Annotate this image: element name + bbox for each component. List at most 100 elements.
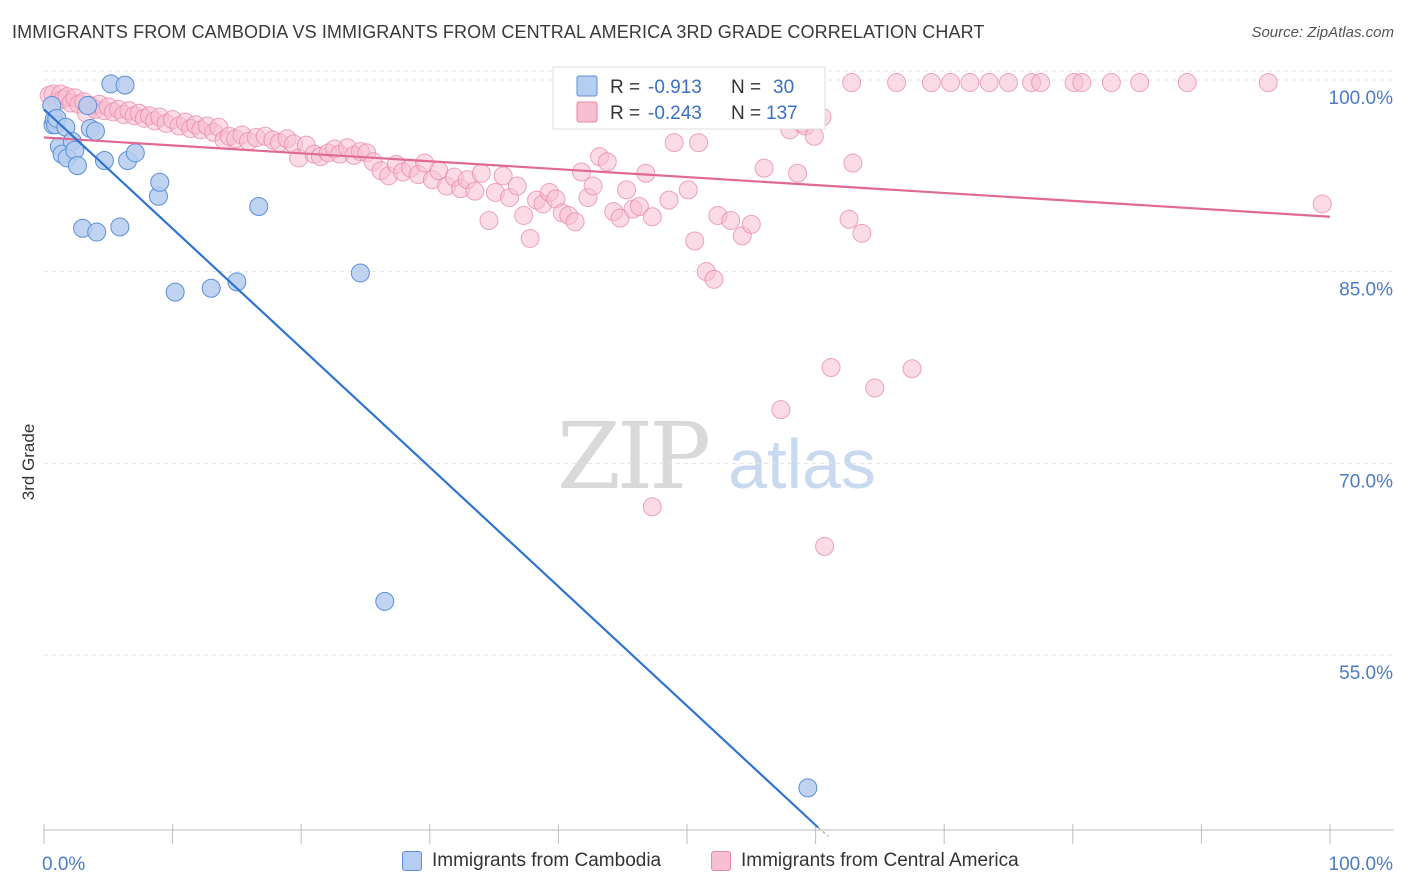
point-central-america-121 [821, 358, 841, 377]
y-tick-label-2: 70.0% [1339, 471, 1393, 492]
x-tick-label-1: 100.0% [1329, 854, 1394, 875]
point-central-america-112 [741, 214, 761, 234]
point-central-america-106 [689, 133, 709, 153]
legend-n-label-central-america: N = [731, 103, 766, 124]
point-central-america-108 [704, 269, 724, 289]
point-cambodia-11 [67, 156, 87, 176]
point-central-america-102 [664, 133, 684, 153]
legend-stats-box [552, 66, 826, 130]
legend-item-cambodia: Immigrants from Cambodia [402, 850, 661, 872]
point-central-america-139 [1130, 73, 1150, 93]
trend-line-central-america [43, 136, 1331, 218]
point-central-america-116 [788, 163, 808, 183]
point-central-america-137 [1072, 73, 1092, 93]
point-central-america-101 [659, 190, 679, 210]
point-central-america-114 [771, 400, 791, 420]
series-central-america-points [39, 73, 1332, 556]
legend-r-label-central-america: R = [610, 103, 645, 124]
grid-lines [44, 70, 1394, 656]
axes [43, 824, 1394, 844]
point-central-america-92 [597, 152, 617, 172]
y-tick-label-3: 55.0% [1339, 663, 1393, 684]
series-cambodia-points [42, 74, 818, 798]
legend-swatch-central-america-bottom [711, 851, 731, 871]
point-central-america-90 [583, 176, 603, 196]
point-central-america-135 [1031, 73, 1051, 93]
point-central-america-131 [960, 73, 980, 93]
legend-r-value-cambodia: -0.913 [648, 77, 702, 98]
point-central-america-144 [815, 536, 835, 556]
point-central-america-133 [999, 73, 1018, 93]
point-central-america-79 [514, 205, 534, 225]
legend-stats: R = -0.913 N = 30 R = -0.243 N = 137 [552, 66, 826, 130]
legend-swatch-cambodia-bottom [402, 851, 422, 871]
point-central-america-95 [617, 180, 637, 200]
point-central-america-78 [507, 176, 527, 196]
y-tick-labels: 100.0% 85.0% 70.0% 55.0% [1329, 88, 1394, 684]
point-cambodia-30 [375, 591, 395, 611]
point-cambodia-20 [115, 75, 135, 95]
point-central-america-73 [471, 163, 491, 183]
legend-label-central-america: Immigrants from Central America [741, 850, 1019, 871]
point-central-america-143 [642, 497, 662, 517]
point-central-america-128 [902, 359, 922, 379]
point-central-america-105 [685, 231, 705, 251]
legend-item-central-america: Immigrants from Central America [711, 850, 1019, 872]
point-central-america-122 [839, 209, 859, 229]
legend-n-label-cambodia: N = [731, 77, 766, 98]
point-central-america-125 [852, 223, 872, 243]
point-central-america-72 [465, 181, 485, 201]
point-central-america-126 [865, 378, 885, 398]
point-central-america-119 [804, 126, 824, 146]
point-central-america-123 [842, 73, 862, 93]
point-cambodia-29 [350, 263, 370, 283]
watermark-zip: ZIP [557, 403, 708, 510]
point-central-america-124 [843, 153, 863, 173]
point-cambodia-16 [87, 222, 107, 242]
trend-line-cambodia-extension [817, 827, 829, 837]
legend-label-cambodia: Immigrants from Cambodia [432, 850, 662, 871]
point-central-america-80 [520, 228, 540, 248]
chart-source: Source: ZipAtlas.com [1251, 24, 1394, 41]
point-central-america-132 [979, 73, 999, 93]
point-central-america-104 [678, 180, 698, 200]
point-central-america-141 [1258, 73, 1278, 93]
point-cambodia-15 [85, 121, 105, 141]
point-central-america-74 [479, 211, 499, 231]
legend-series: Immigrants from Cambodia Immigrants from… [0, 850, 1406, 880]
point-central-america-140 [1177, 73, 1197, 93]
point-central-america-97 [629, 197, 649, 216]
legend-r-label-cambodia: R = [610, 77, 645, 98]
legend-r-value-central-america: -0.243 [648, 103, 702, 124]
point-central-america-127 [887, 73, 907, 93]
point-central-america-142 [1312, 194, 1332, 214]
watermark: ZIP atlas [557, 403, 876, 510]
point-cambodia-26 [201, 278, 221, 298]
point-cambodia-19 [110, 217, 130, 237]
x-tick-label-0: 0.0% [42, 854, 85, 875]
point-central-america-130 [941, 73, 961, 93]
watermark-atlas: atlas [728, 425, 876, 503]
point-central-america-87 [565, 212, 585, 232]
point-cambodia-17 [94, 151, 114, 170]
point-cambodia-28 [249, 197, 269, 216]
point-cambodia-27 [227, 272, 247, 292]
x-tick-labels: 0.0% 100.0% [42, 854, 1393, 875]
y-axis-label: 3rd Grade [19, 424, 38, 501]
point-central-america-99 [642, 207, 662, 227]
legend-n-value-central-america: 137 [766, 103, 798, 124]
point-central-america-129 [921, 73, 941, 93]
y-tick-label-0: 100.0% [1329, 88, 1394, 109]
point-cambodia-24 [150, 172, 170, 192]
chart-title: IMMIGRANTS FROM CAMBODIA VS IMMIGRANTS F… [12, 22, 985, 42]
trend-line-cambodia [43, 108, 819, 829]
point-cambodia-22 [125, 143, 145, 163]
point-central-america-113 [754, 158, 774, 178]
point-cambodia-31 [798, 778, 818, 798]
legend-swatch-central-america [576, 101, 598, 123]
point-cambodia-13 [78, 96, 98, 116]
legend-n-value-cambodia: 30 [773, 77, 794, 98]
legend-swatch-cambodia [576, 75, 598, 97]
point-central-america-138 [1101, 73, 1121, 93]
